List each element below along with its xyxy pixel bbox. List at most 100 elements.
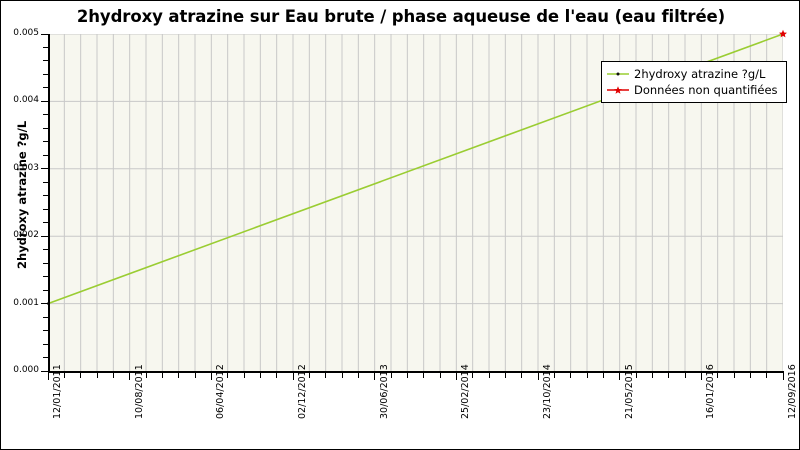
x-tick-label: 02/12/2012	[297, 364, 308, 419]
y-tick-minor	[43, 276, 48, 278]
y-tick-minor	[43, 195, 48, 197]
x-tick-label: 12/09/2016	[787, 364, 798, 419]
chart-legend: 2hydroxy atrazine ?g/L Données non quant…	[601, 61, 787, 103]
y-tick-label: 0.001	[13, 297, 39, 308]
chart-title: 2hydroxy atrazine sur Eau brute / phase …	[76, 7, 726, 26]
y-tick-label: 0.000	[13, 365, 39, 375]
y-tick-minor	[43, 73, 48, 75]
x-tick-minor	[586, 373, 588, 378]
x-tick-label: 23/10/2014	[542, 364, 553, 419]
x-tick-major	[374, 373, 376, 380]
y-tick-label: 0.003	[13, 162, 39, 173]
x-tick-minor	[504, 373, 506, 378]
x-tick-minor	[112, 373, 114, 378]
legend-marker-line-star-icon	[607, 86, 629, 94]
data-point-marker	[779, 29, 787, 38]
y-tick-minor	[43, 316, 48, 318]
y-tick-major	[41, 100, 48, 102]
x-tick-minor	[423, 373, 425, 378]
x-tick-major	[292, 373, 294, 380]
x-tick-minor	[80, 373, 82, 378]
x-tick-minor	[635, 373, 637, 378]
x-tick-minor	[439, 373, 441, 378]
x-tick-minor	[308, 373, 310, 378]
x-tick-minor	[96, 373, 98, 378]
y-tick-minor	[43, 357, 48, 359]
legend-label: Données non quantifiées	[634, 83, 778, 97]
y-tick-minor	[43, 208, 48, 210]
y-tick-minor	[43, 222, 48, 224]
x-tick-minor	[243, 373, 245, 378]
x-tick-minor	[276, 373, 278, 378]
x-tick-major	[782, 373, 784, 380]
x-tick-minor	[341, 373, 343, 378]
y-tick-minor	[43, 330, 48, 332]
legend-label: 2hydroxy atrazine ?g/L	[634, 67, 766, 81]
x-tick-minor	[357, 373, 359, 378]
y-tick-minor	[43, 60, 48, 62]
x-tick-label: 25/02/2014	[460, 364, 472, 419]
x-tick-minor	[194, 373, 196, 378]
x-tick-minor	[553, 373, 555, 378]
gridlines	[48, 34, 783, 371]
x-tick-label: 10/08/2011	[133, 364, 145, 419]
y-tick-major	[41, 235, 48, 237]
y-tick-minor	[43, 262, 48, 264]
x-tick-minor	[521, 373, 523, 378]
y-tick-minor	[43, 154, 48, 156]
y-tick-minor	[43, 249, 48, 251]
y-axis-title: 2hydroxy atrazine ?g/L	[15, 120, 29, 269]
x-tick-minor	[161, 373, 163, 378]
legend-item[interactable]: Données non quantifiées	[607, 82, 778, 98]
y-tick-major	[41, 33, 48, 35]
x-tick-major	[619, 373, 621, 380]
x-tick-minor	[733, 373, 735, 378]
x-tick-minor	[488, 373, 490, 378]
y-tick-minor	[43, 87, 48, 89]
y-tick-minor	[43, 343, 48, 345]
x-tick-major	[537, 373, 539, 380]
x-tick-minor	[227, 373, 229, 378]
legend-item[interactable]: 2hydroxy atrazine ?g/L	[607, 66, 778, 82]
x-tick-minor	[145, 373, 147, 378]
y-tick-minor	[43, 114, 48, 116]
y-tick-major	[41, 168, 48, 170]
y-tick-major	[41, 370, 48, 372]
y-tick-minor	[43, 289, 48, 291]
x-tick-minor	[717, 373, 719, 378]
y-tick-major	[41, 303, 48, 305]
x-tick-minor	[651, 373, 653, 378]
x-tick-minor	[259, 373, 261, 378]
x-tick-label: 30/06/2013	[378, 364, 390, 419]
y-tick-minor	[43, 141, 48, 143]
x-tick-minor	[63, 373, 65, 378]
y-tick-minor	[43, 127, 48, 129]
y-tick-label: 0.005	[13, 28, 39, 38]
x-tick-minor	[406, 373, 408, 378]
x-tick-major	[210, 373, 212, 380]
x-tick-minor	[766, 373, 768, 378]
x-tick-minor	[325, 373, 327, 378]
x-tick-major	[455, 373, 457, 380]
y-axis-line	[48, 34, 50, 372]
x-tick-minor	[570, 373, 572, 378]
x-tick-minor	[178, 373, 180, 378]
y-tick-label: 0.002	[13, 230, 39, 241]
x-tick-major	[700, 373, 702, 380]
y-tick-minor	[43, 181, 48, 183]
y-tick-label: 0.004	[13, 95, 39, 106]
x-tick-label: 06/04/2012	[215, 364, 227, 419]
x-tick-minor	[390, 373, 392, 378]
x-axis-line	[48, 371, 784, 373]
x-tick-minor	[668, 373, 670, 378]
legend-marker-line-dot-icon	[607, 72, 629, 76]
x-tick-label: 16/01/2016	[705, 364, 717, 419]
x-tick-minor	[472, 373, 474, 378]
x-tick-major	[129, 373, 131, 380]
x-tick-major	[47, 373, 49, 380]
x-tick-minor	[602, 373, 604, 378]
x-tick-minor	[684, 373, 686, 378]
x-tick-minor	[749, 373, 751, 378]
y-tick-minor	[43, 46, 48, 48]
